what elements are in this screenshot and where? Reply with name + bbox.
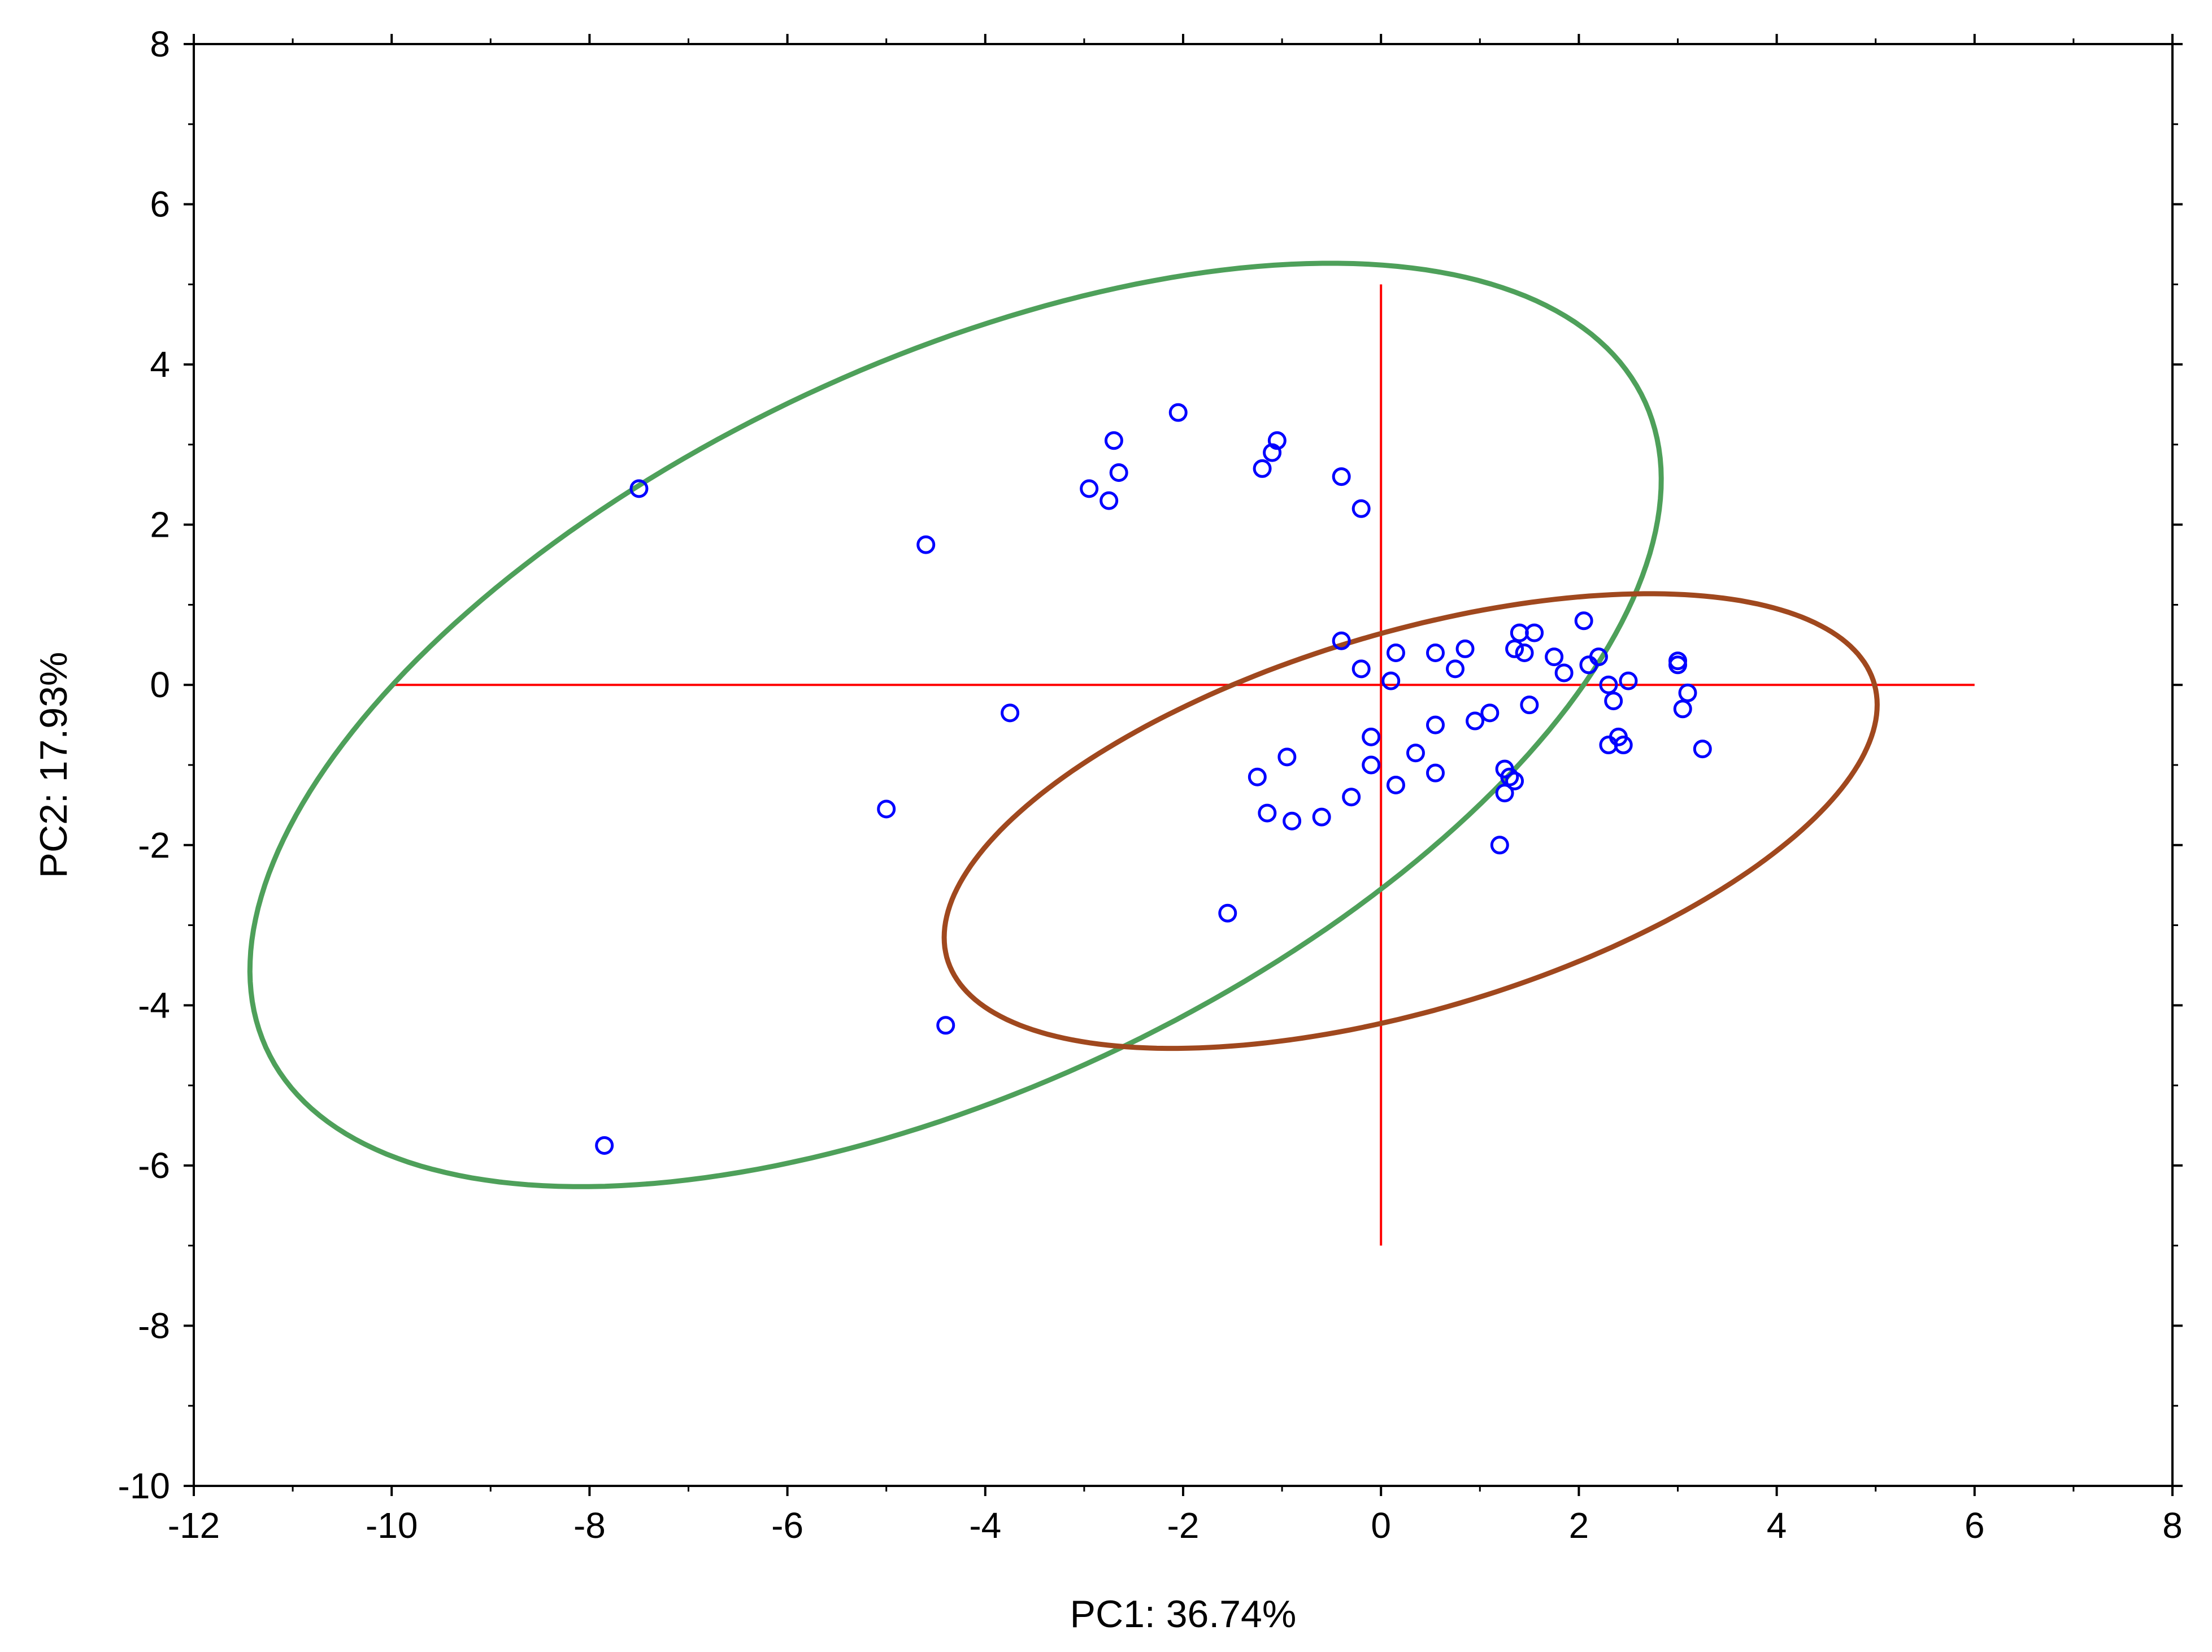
data-point	[1466, 711, 1485, 731]
data-point	[1490, 836, 1509, 855]
data-point	[1248, 767, 1267, 786]
data-point	[1267, 431, 1287, 450]
data-point	[1109, 463, 1128, 482]
data-point	[1253, 459, 1272, 478]
plot-frame	[193, 43, 2174, 1487]
data-point	[1604, 692, 1623, 711]
data-point	[1104, 431, 1123, 450]
data-points-layer	[595, 403, 1712, 1155]
data-point	[1406, 744, 1425, 763]
x-tick-label: -6	[771, 1505, 803, 1546]
data-point	[1426, 763, 1445, 782]
y-tick-label: 0	[150, 664, 170, 705]
data-point	[936, 1016, 955, 1035]
data-point	[1381, 671, 1401, 690]
data-point	[1554, 663, 1574, 682]
data-point	[1283, 811, 1302, 831]
data-point	[1426, 644, 1445, 663]
data-point	[1351, 659, 1371, 679]
data-point	[1446, 659, 1465, 679]
data-point	[1545, 647, 1564, 667]
y-tick-label: 8	[150, 24, 170, 64]
data-point	[1001, 703, 1020, 723]
data-point	[1505, 771, 1524, 790]
confidence-ellipse-1	[247, 260, 1664, 1189]
data-point	[877, 799, 896, 819]
data-point	[1574, 611, 1593, 631]
data-point	[1614, 736, 1633, 755]
x-tick-label: 0	[1371, 1505, 1391, 1546]
data-point	[1520, 695, 1539, 715]
data-point	[1515, 644, 1534, 663]
data-point	[1263, 443, 1282, 462]
data-point	[1678, 683, 1697, 702]
data-point	[1277, 747, 1297, 767]
y-tick-label: -10	[118, 1466, 171, 1506]
data-point	[1168, 403, 1188, 422]
data-point	[1332, 467, 1351, 486]
data-point	[1525, 623, 1544, 642]
data-point	[1080, 479, 1099, 498]
data-point	[1505, 639, 1524, 658]
x-tick-label: 2	[1569, 1505, 1589, 1546]
data-point	[629, 479, 649, 498]
x-axis-title: PC1: 36.74%	[1070, 1593, 1297, 1636]
x-tick-label: 4	[1767, 1505, 1787, 1546]
data-point	[1480, 703, 1500, 723]
data-point	[1386, 775, 1405, 794]
data-point	[1362, 755, 1381, 775]
data-point	[1386, 644, 1405, 663]
data-point	[1218, 903, 1237, 923]
x-tick-label: 6	[1965, 1505, 1985, 1546]
y-tick-label: -8	[138, 1305, 170, 1346]
x-tick-label: -10	[366, 1505, 418, 1546]
data-point	[1426, 715, 1445, 734]
x-tick-label: -4	[969, 1505, 1001, 1546]
data-point	[1100, 491, 1119, 510]
y-tick-label: 4	[150, 344, 170, 385]
x-tick-label: 8	[2162, 1505, 2183, 1546]
reference-lines-layer	[392, 284, 1975, 1246]
data-point	[1495, 784, 1514, 803]
data-point	[1673, 699, 1692, 719]
data-point	[1258, 803, 1277, 823]
confidence-ellipses-layer	[247, 260, 1880, 1189]
data-point	[1362, 727, 1381, 746]
data-point	[1342, 788, 1361, 807]
data-point	[1500, 767, 1519, 786]
y-axis-title: PC2: 17.93%	[32, 652, 75, 879]
data-point	[1668, 655, 1687, 675]
confidence-ellipse-2	[941, 591, 1880, 1051]
data-point	[1619, 671, 1638, 690]
data-point	[1332, 631, 1351, 650]
y-tick-label: 6	[150, 184, 170, 225]
data-point	[1693, 740, 1712, 759]
y-tick-label: -2	[138, 825, 170, 866]
data-point	[1455, 639, 1475, 658]
data-point	[1312, 807, 1331, 827]
data-point	[916, 535, 936, 554]
data-point	[595, 1136, 614, 1155]
x-tick-label: -8	[573, 1505, 606, 1546]
data-point	[1351, 499, 1371, 518]
data-point	[1599, 675, 1618, 694]
y-tick-label: 2	[150, 505, 170, 545]
y-tick-label: -6	[138, 1145, 170, 1186]
x-tick-label: -12	[168, 1505, 220, 1546]
data-point	[1589, 647, 1608, 667]
y-tick-label: -4	[138, 985, 170, 1025]
x-tick-label: -2	[1167, 1505, 1200, 1546]
